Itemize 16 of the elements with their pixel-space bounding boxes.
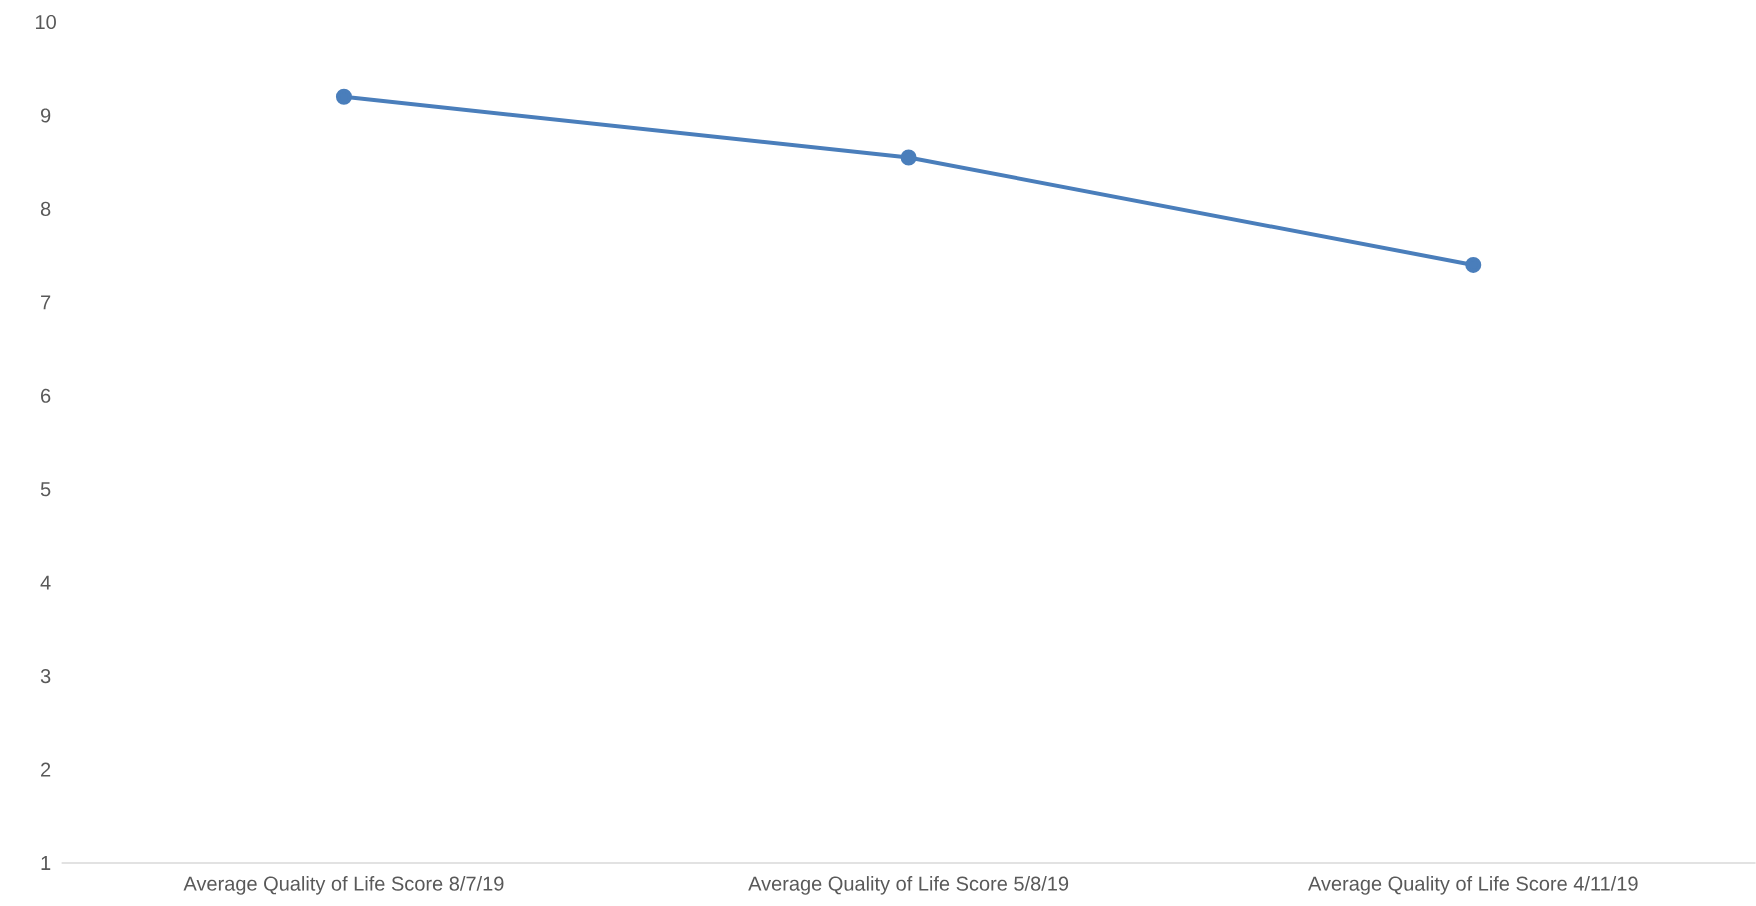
y-tick-label: 7 [41,295,51,310]
y-tick-label: 10 [36,14,56,30]
y-tick-label: 6 [41,388,51,403]
y-tick-label: 2 [41,762,51,777]
y-tick-label: 5 [40,482,51,497]
y-tick-label: 3 [40,669,51,684]
x-tick-label: Average Quality of Life Score 5/8/19 [748,876,1069,895]
point [1465,256,1482,273]
x-tick-label: Average Quality of Life Score 8/7/19 [183,876,504,895]
y-tick-label: 9 [40,108,51,123]
point [900,149,917,166]
y-tick-label: 4 [40,575,51,590]
y-tick-label: 8 [40,201,51,216]
x-tick-label: Average Quality of Life Score 4/11/19 [1308,876,1638,895]
point [335,88,352,105]
y-tick-label: 1 [41,856,51,870]
